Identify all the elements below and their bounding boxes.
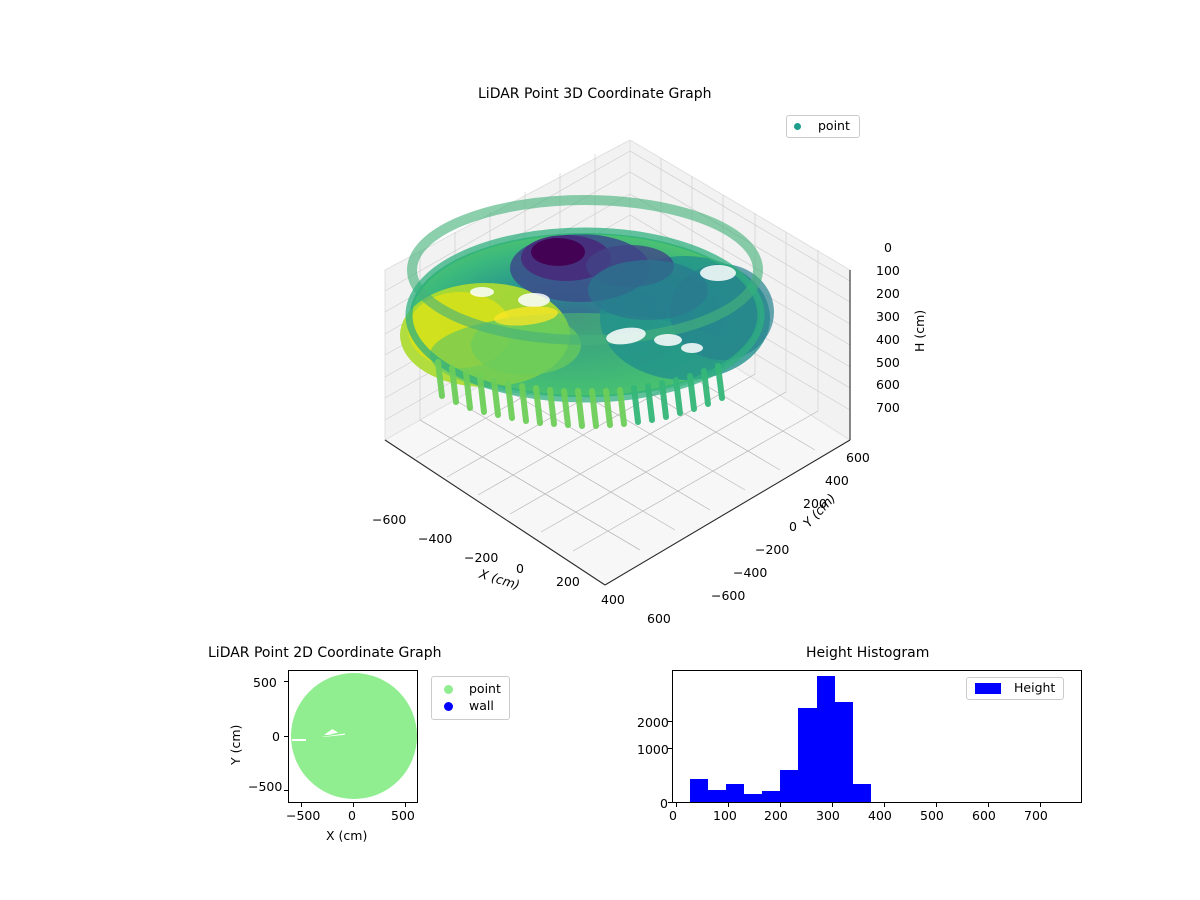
histogram-ytickmark-1 (668, 748, 672, 749)
plot2d-ytick-0: −500 (248, 779, 283, 794)
histogram-xtick-6: 600 (972, 808, 996, 823)
plot2d-legend: point wall (431, 676, 510, 720)
histogram-ytick-2: 2000 (637, 715, 669, 730)
legend-marker-point-3d (794, 122, 801, 130)
plot2d-xtickmark-1 (353, 803, 354, 807)
plot3d-ztick-5: 500 (876, 355, 900, 370)
plot2d-ytickmark-1 (284, 736, 288, 737)
plot3d-xtick-4: 200 (556, 574, 580, 589)
histogram-ytickmark-0 (668, 802, 672, 803)
plot3d-ytick-6: 600 (846, 450, 870, 465)
histogram-xtickmark-1 (728, 803, 729, 807)
legend-label-point-3d: point (818, 118, 850, 133)
plot2d-gap-streak (292, 739, 306, 741)
legend-label-point-2d: point (469, 681, 501, 697)
plot3d-ztick-3: 300 (876, 309, 900, 324)
plot3d-ytick-4: 200 (803, 496, 827, 511)
plot3d-xtick-2: −200 (464, 550, 499, 565)
plot3d-ztick-4: 400 (876, 332, 900, 347)
plot3d-canvas (384, 140, 851, 586)
histogram-ytickmark-2 (668, 721, 672, 722)
histogram-title: Height Histogram (806, 645, 930, 661)
legend-label-height: Height (1014, 680, 1056, 695)
plot3d-ztick-6: 600 (876, 377, 900, 392)
histogram-ytick-1: 1000 (637, 742, 669, 757)
plot2d-xaxis-label: X (cm) (326, 828, 368, 843)
histogram-xtick-3: 300 (816, 808, 840, 823)
histogram-bar (852, 783, 871, 802)
plot2d-gap-wedge (321, 733, 345, 737)
histogram-xtickmark-0 (676, 803, 677, 807)
histogram-bar (816, 676, 835, 802)
histogram-xtick-2: 200 (764, 808, 788, 823)
histogram-xtick-4: 400 (868, 808, 892, 823)
histogram-bar (780, 770, 799, 802)
legend-label-wall-2d: wall (469, 698, 494, 714)
legend-marker-point-2d (444, 685, 453, 694)
histogram-xtickmark-2 (780, 803, 781, 807)
plot3d-xtick-6: 600 (647, 611, 671, 626)
histogram-bar (744, 794, 763, 802)
plot3d-xtick-3: 0 (516, 561, 524, 576)
plot3d-ytick-1: −400 (733, 565, 768, 580)
legend-marker-height (975, 682, 1001, 694)
histogram-xtick-0: 0 (669, 808, 677, 823)
plot2d-xtick-2: 500 (391, 808, 415, 823)
plot3d-ztick-1: 100 (876, 263, 900, 278)
plot3d-ytick-3: 0 (789, 519, 797, 534)
plot3d-legend: point (786, 115, 860, 138)
plot2d-ytick-1: 0 (272, 729, 280, 744)
histogram-xtickmark-4 (884, 803, 885, 807)
histogram-bar (690, 779, 709, 802)
plot3d-zaxis-label: H (cm) (912, 309, 927, 352)
histogram-bar (726, 784, 745, 802)
plot3d-axes[interactable] (330, 140, 890, 620)
plot2d-xtick-1: 0 (348, 808, 356, 823)
histogram-xtick-7: 700 (1024, 808, 1048, 823)
histogram-xtick-1: 100 (713, 808, 737, 823)
plot3d-ytick-2: −200 (755, 542, 790, 557)
plot2d-ytick-2: 500 (253, 675, 277, 690)
plot2d-gap-notch (324, 729, 338, 735)
histogram-bar (834, 702, 853, 802)
plot3d-point-cloud (400, 195, 774, 429)
histogram-ytick-0: 0 (660, 796, 668, 811)
plot3d-ztick-0: 0 (884, 240, 892, 255)
plot2d-point-disc (291, 673, 417, 799)
legend-row-wall-2d: wall (440, 698, 501, 715)
plot3d-xtick-0: −600 (372, 512, 407, 527)
histogram-bar (798, 708, 817, 802)
histogram-xtickmark-5 (936, 803, 937, 807)
histogram-xtickmark-7 (1040, 803, 1041, 807)
plot3d-xtick-5: 400 (601, 592, 625, 607)
plot3d-ytick-0: −600 (711, 588, 746, 603)
histogram-bar (708, 790, 727, 802)
plot2d-yaxis-label: Y (cm) (228, 724, 243, 765)
plot3d-title: LiDAR Point 3D Coordinate Graph (478, 86, 712, 102)
plot2d-ytickmark-2 (284, 681, 288, 682)
histogram-bar (762, 790, 781, 802)
plot2d-xtickmark-0 (301, 803, 302, 807)
plot3d-xtick-1: −400 (418, 531, 453, 546)
plot2d-title: LiDAR Point 2D Coordinate Graph (208, 645, 442, 661)
plot3d-ytick-5: 400 (825, 473, 849, 488)
legend-row-point-2d: point (440, 681, 501, 698)
histogram-xtickmark-6 (988, 803, 989, 807)
legend-marker-wall-2d (444, 702, 453, 711)
plot2d-xtickmark-2 (405, 803, 406, 807)
plot2d-xtick-0: −500 (286, 808, 321, 823)
histogram-xtick-5: 500 (920, 808, 944, 823)
plot3d-ztick-2: 200 (876, 286, 900, 301)
plot3d-ztick-7: 700 (876, 400, 900, 415)
histogram-legend: Height (966, 677, 1065, 700)
histogram-xtickmark-3 (832, 803, 833, 807)
plot2d-ytickmark-0 (284, 790, 288, 791)
plot2d-axes[interactable] (288, 670, 418, 803)
